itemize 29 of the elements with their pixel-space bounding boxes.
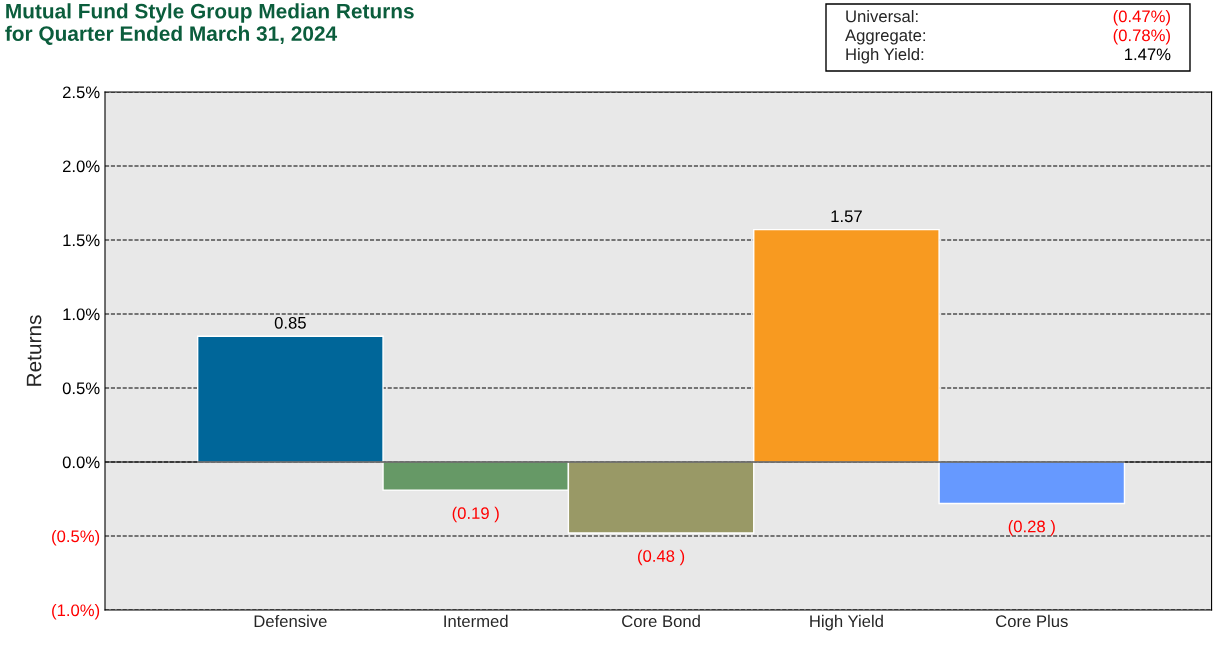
bar bbox=[753, 228, 940, 463]
x-tick-label: Core Bond bbox=[622, 614, 700, 628]
y-tick-label: 2.5% bbox=[62, 86, 100, 99]
data-label: (0.28 ) bbox=[1008, 520, 1055, 536]
y-tick-label: (1.0%) bbox=[52, 603, 100, 620]
text: Aggregate: bbox=[845, 29, 926, 45]
text: 1.47% bbox=[1125, 48, 1171, 61]
y-tick-label: 1.5% bbox=[63, 234, 100, 247]
x-tick-label: High Yield bbox=[810, 614, 883, 631]
y-tick-label: (0.5%) bbox=[52, 529, 100, 546]
x-tick-label: Core Plus bbox=[996, 614, 1068, 628]
chart-title: Mutual Fund Style Group Median Returns for Quarter Ended March 31, 2024 bbox=[5, 3, 414, 45]
data-label: 0.85 bbox=[274, 316, 306, 329]
y-tick-label: 0.0% bbox=[62, 456, 100, 469]
text: Universal: bbox=[846, 10, 918, 23]
y-axis-title: Returns bbox=[26, 315, 42, 386]
bar bbox=[196, 335, 384, 463]
text: (0.78%) bbox=[1113, 29, 1170, 45]
y-tick-label: 0.5% bbox=[62, 382, 100, 395]
text: (0.47%) bbox=[1113, 10, 1170, 26]
data-label: (0.48 ) bbox=[638, 549, 685, 566]
y-tick-label: 1.0% bbox=[63, 308, 100, 321]
data-label: (0.19 ) bbox=[452, 506, 499, 523]
data-label: 1.57 bbox=[831, 210, 862, 223]
bar bbox=[938, 461, 1126, 505]
y-tick-label: 2.0% bbox=[62, 160, 100, 173]
text: High Yield: bbox=[846, 48, 924, 64]
x-tick-label: Defensive bbox=[254, 614, 327, 628]
x-tick-label: Intermed bbox=[444, 614, 508, 628]
